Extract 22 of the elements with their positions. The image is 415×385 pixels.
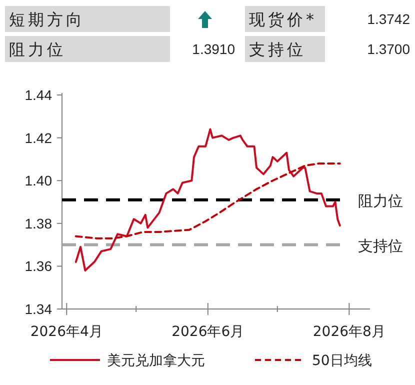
text: 现货价* [249,10,317,29]
y-tick-label: 1.38 [24,215,52,232]
legend-label: 美元兑加拿大元 [107,353,205,369]
x-tick-label: 2026年4月 [30,324,103,340]
y-tick-label: 1.36 [24,258,52,274]
line-series [74,162,341,240]
y-tick-label: 1.44 [24,87,52,103]
ref-line-label: 阻力位 [358,192,403,210]
y-tick-label: 1.40 [24,172,52,189]
y-tick-label: 1.34 [24,301,52,317]
text: 短期方向 [9,10,85,29]
text: 1.3742 [367,11,410,27]
text: 1.3700 [367,41,410,57]
line-series [74,128,341,272]
x-tick-label: 2026年6月 [172,324,244,340]
ref-line-label: 支持位 [358,236,403,255]
text: 1.3910 [192,41,236,57]
text: 支持位 [249,40,306,59]
y-tick-label: 1.42 [24,130,52,146]
text: 阻力位 [9,40,66,59]
x-tick-label: 2026年8月 [312,324,386,340]
legend-label: 50日均线 [312,353,372,369]
